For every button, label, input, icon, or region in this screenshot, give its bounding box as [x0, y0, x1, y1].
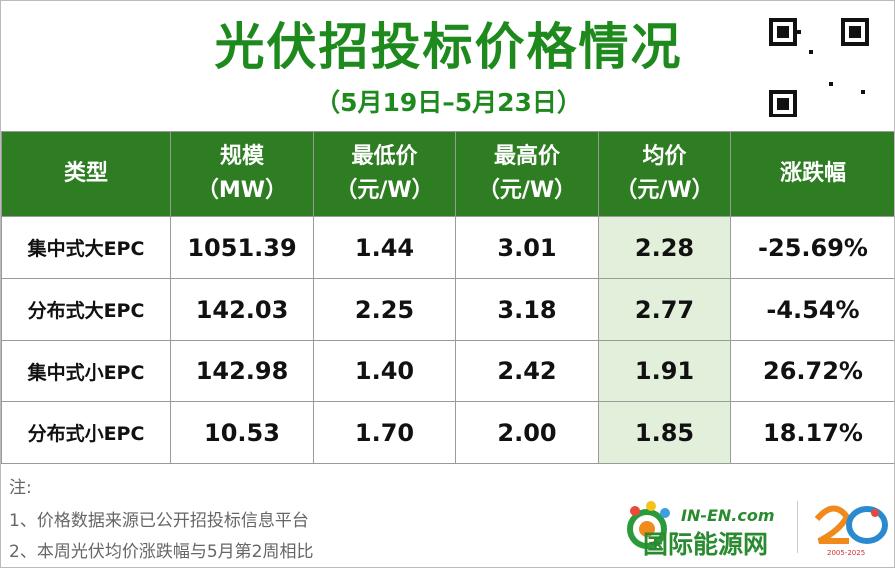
data-cell: 2.00 — [456, 402, 599, 464]
data-cell: 1.40 — [314, 341, 456, 402]
header-text: 涨跌幅 — [779, 161, 846, 186]
qr-module — [849, 26, 861, 38]
note-label: 注: — [9, 478, 32, 498]
header-cell: 类型 — [1, 131, 171, 217]
title: 光伏招投标价格情况 — [214, 18, 683, 76]
note: 2、本周光伏均价涨跌幅与5月第2周相比 — [9, 542, 314, 562]
data-cell: 18.17% — [731, 402, 894, 464]
header-text: 最高价 — [493, 144, 560, 169]
row-label: 分布式小EPC — [1, 402, 171, 464]
header-cell: 最低价 （元/W） — [314, 131, 456, 217]
header-text: （元/W） — [335, 178, 434, 203]
data-cell: 3.18 — [456, 279, 599, 341]
data-cell: 26.72% — [731, 341, 894, 402]
qr-module — [777, 26, 789, 38]
data-cell: 2.25 — [314, 279, 456, 341]
header-text: （元/W） — [477, 178, 577, 203]
data-cell: 2.42 — [456, 341, 599, 402]
data-cell: 142.03 — [171, 279, 314, 341]
data-cell: -25.69% — [731, 217, 894, 279]
header-cell: 最高价 （元/W） — [456, 131, 599, 217]
data-cell: -4.54% — [731, 279, 894, 341]
logo-icon — [627, 501, 670, 549]
note: 1、价格数据来源已公开招投标信息平台 — [9, 511, 309, 531]
data-cell: 2.77 — [599, 279, 731, 341]
data-cell: 10.53 — [171, 402, 314, 464]
row-label: 集中式小EPC — [1, 341, 171, 402]
data-cell: 1.70 — [314, 402, 456, 464]
qr-module — [806, 55, 832, 79]
data-cell: 1.44 — [314, 217, 456, 279]
logo-name: 国际能源网 — [643, 530, 769, 559]
qr-module — [809, 50, 813, 54]
data-cell: 1051.39 — [171, 217, 314, 279]
qr-module — [777, 98, 789, 110]
header-text: 类型 — [63, 161, 108, 186]
header-text: 最低价 — [351, 144, 418, 169]
logo-domain: IN-EN.com — [681, 506, 775, 525]
qr-module — [861, 90, 865, 94]
header-text: 规模 — [219, 144, 264, 169]
header-cell: 涨跌幅 — [731, 131, 894, 217]
data-cell: 142.98 — [171, 341, 314, 402]
header-cell: 均价 （元/W） — [599, 131, 731, 217]
badge-icon — [814, 505, 888, 544]
row-label: 分布式大EPC — [1, 279, 171, 341]
data-cell: 1.85 — [599, 402, 731, 464]
header-text: （元/W） — [615, 178, 714, 203]
row-label: 集中式大EPC — [1, 217, 171, 279]
subtitle: （5月19日–5月23日） — [315, 88, 582, 117]
data-cell: 3.01 — [456, 217, 599, 279]
qr-code — [769, 18, 869, 117]
data-cell: 2.28 — [599, 217, 731, 279]
qr-module — [797, 30, 801, 34]
header-text: 均价 — [642, 144, 687, 169]
divider — [797, 501, 798, 553]
badge-text: 2005-2025 — [827, 549, 866, 557]
header-cell: 规模 （MW） — [171, 131, 314, 217]
qr-module — [829, 82, 833, 86]
data-cell: 1.91 — [599, 341, 731, 402]
header-text: （MW） — [196, 178, 288, 203]
